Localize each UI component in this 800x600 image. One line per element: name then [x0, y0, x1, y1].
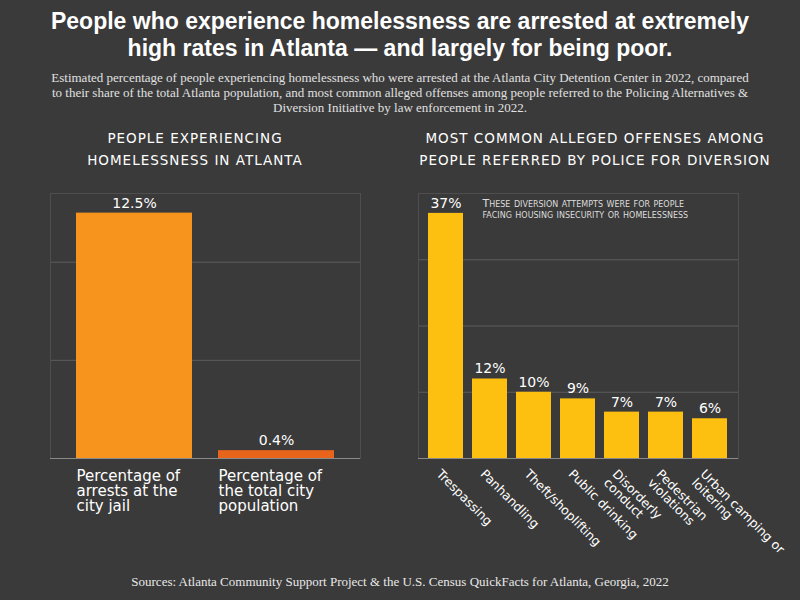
svg-text:Percentage ofthe total citypop: Percentage ofthe total citypopulation [219, 467, 323, 515]
svg-text:0.4%: 0.4% [259, 432, 295, 448]
svg-text:7%: 7% [655, 394, 677, 410]
svg-text:Theft/shoplifting: Theft/shoplifting [521, 466, 604, 549]
svg-text:37%: 37% [430, 195, 461, 211]
svg-text:Percentage ofarrests at thecit: Percentage ofarrests at thecity jail [77, 467, 181, 515]
svg-text:12%: 12% [474, 360, 505, 376]
svg-text:6%: 6% [699, 400, 721, 416]
svg-text:9%: 9% [567, 380, 589, 396]
svg-text:These diversion attempts were: These diversion attempts were for people… [482, 197, 689, 221]
svg-text:12.5%: 12.5% [112, 195, 156, 211]
svg-text:7%: 7% [611, 394, 633, 410]
svg-text:Urban camping orloitering: Urban camping orloitering [689, 466, 789, 558]
svg-text:10%: 10% [518, 374, 549, 390]
